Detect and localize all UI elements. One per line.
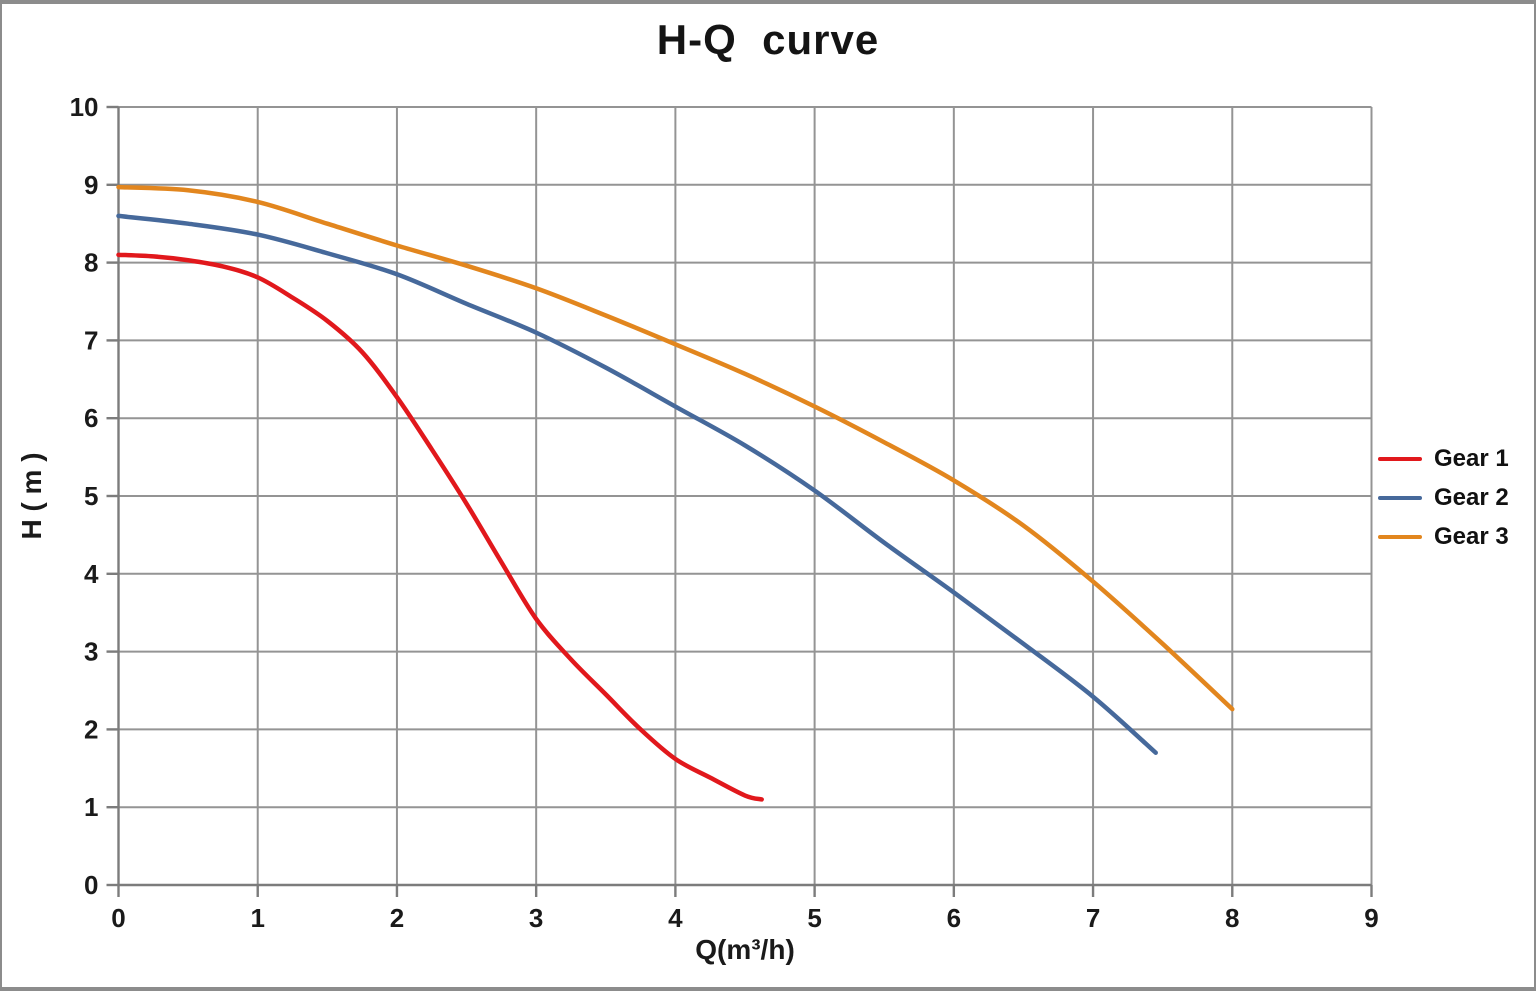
series-line-gear-2 [116, 213, 1158, 755]
x-tick-label: 2 [390, 903, 404, 933]
series-line-gear-1 [116, 252, 764, 802]
y-tick-label: 4 [84, 559, 99, 589]
legend-line-swatch-gear-1 [1378, 456, 1422, 461]
legend-item-gear-2: Gear 2 [1378, 478, 1509, 517]
x-tick-label: 9 [1364, 903, 1378, 933]
y-tick-label: 7 [84, 325, 98, 355]
legend: Gear 1 Gear 2 Gear 3 [1378, 439, 1509, 556]
x-tick-label: 7 [1086, 903, 1100, 933]
legend-item-gear-3: Gear 3 [1378, 517, 1509, 556]
series-line-gear-3 [116, 184, 1235, 712]
axes [106, 105, 1373, 897]
y-axis-label: H ( m ) [16, 452, 47, 540]
legend-item-gear-1: Gear 1 [1378, 439, 1509, 478]
y-tick-label: 3 [84, 637, 98, 667]
x-tick-label: 1 [250, 903, 264, 933]
chart-title: H-Q curve [656, 16, 880, 63]
hq-plot-area: 0 1 2 3 4 5 6 7 8 9 0 1 2 3 4 5 6 7 8 9 10 [70, 92, 1379, 933]
x-tick-label: 0 [111, 903, 125, 933]
y-tick-label: 8 [84, 248, 98, 278]
legend-line-swatch-gear-3 [1378, 534, 1422, 539]
x-tick-label: 6 [947, 903, 961, 933]
y-tick-label: 1 [84, 792, 98, 822]
y-tick-label: 0 [84, 870, 98, 900]
tick-labels: 0 1 2 3 4 5 6 7 8 9 0 1 2 3 4 5 6 7 8 9 10 [70, 92, 1379, 933]
x-tick-label: 8 [1225, 903, 1239, 933]
x-tick-label: 5 [807, 903, 821, 933]
y-tick-label: 9 [84, 170, 98, 200]
x-tick-label: 4 [668, 903, 683, 933]
legend-label-gear-2: Gear 2 [1434, 483, 1509, 511]
legend-label-gear-1: Gear 1 [1434, 444, 1509, 472]
x-tick-label: 3 [529, 903, 543, 933]
y-tick-label: 5 [84, 481, 98, 511]
x-axis-label: Q(m³/h) [695, 934, 795, 965]
y-tick-label: 10 [70, 92, 99, 122]
legend-line-swatch-gear-2 [1378, 495, 1422, 500]
grid [117, 106, 1373, 886]
y-tick-label: 6 [84, 403, 98, 433]
y-tick-label: 2 [84, 714, 98, 744]
legend-label-gear-3: Gear 3 [1434, 522, 1509, 550]
